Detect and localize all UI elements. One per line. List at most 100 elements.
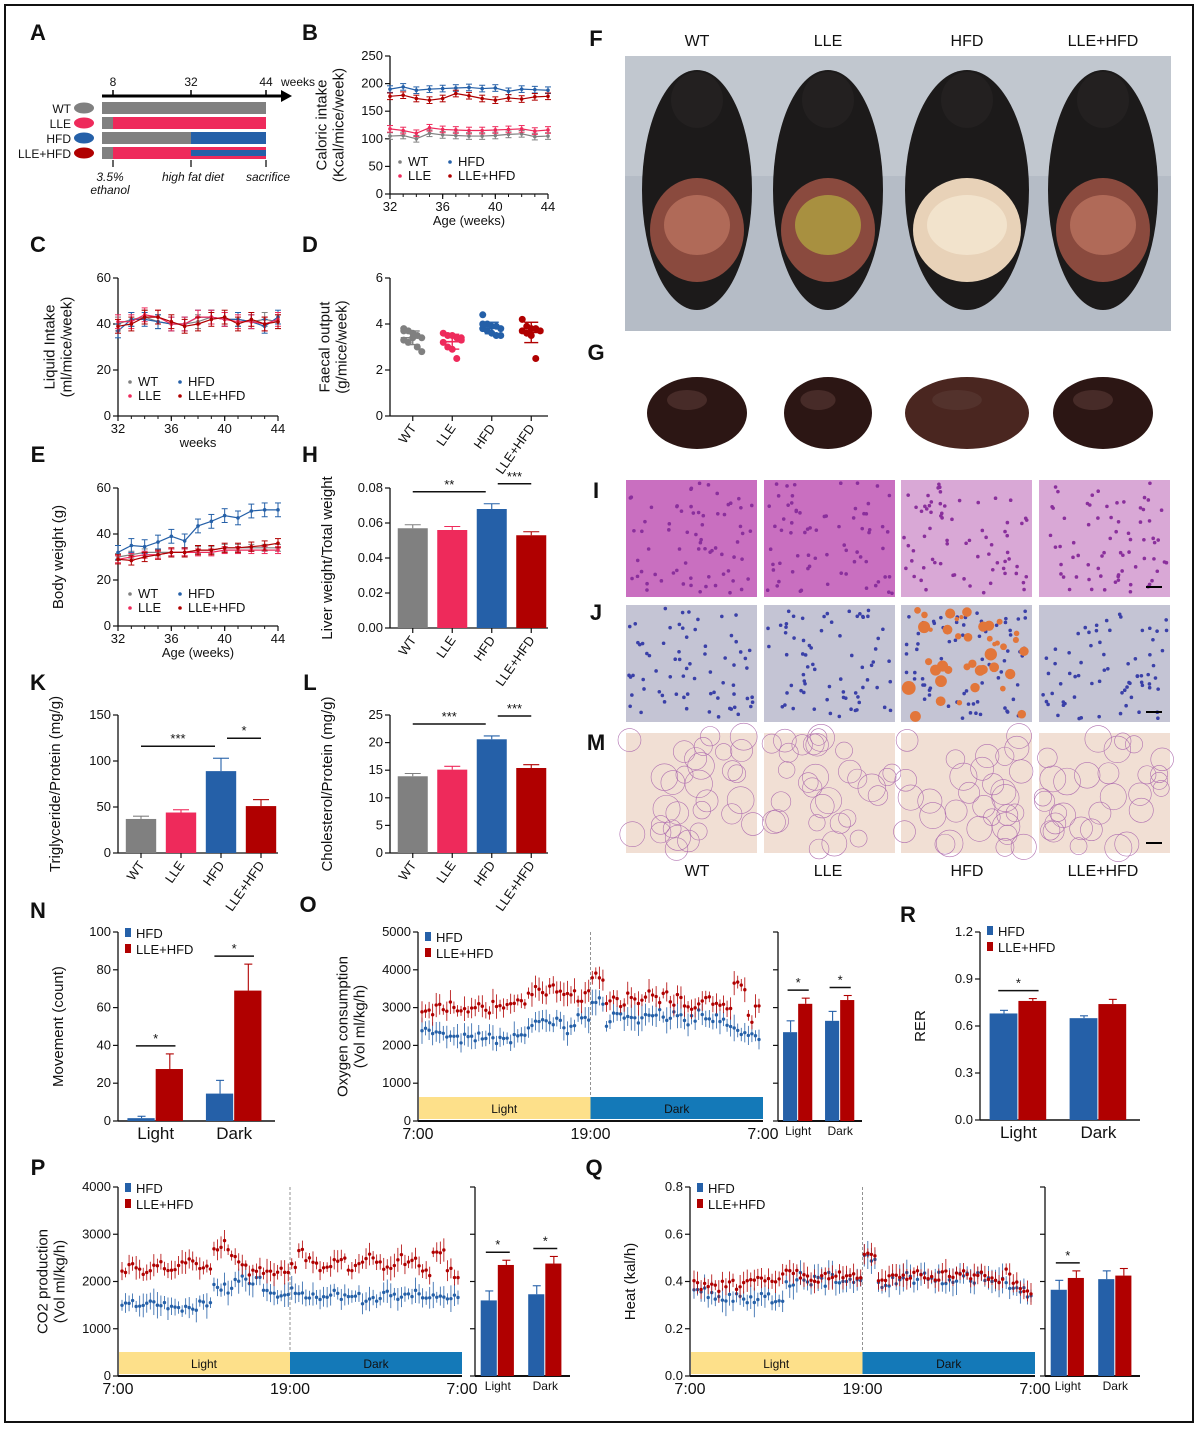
data-point — [727, 1292, 732, 1297]
timeline-bar-segment — [102, 102, 266, 114]
tile-background — [626, 733, 757, 853]
nucleus — [885, 530, 890, 534]
nucleus — [721, 572, 726, 576]
adipocyte — [991, 784, 1020, 813]
bar — [545, 1263, 562, 1376]
legend-label: HFD — [458, 154, 485, 169]
adipocyte — [1050, 802, 1076, 828]
nucleus — [806, 553, 811, 557]
y-tick-label: 0 — [104, 618, 111, 633]
y-tick-label: 200 — [361, 76, 383, 91]
data-point — [1004, 1267, 1008, 1271]
x-tick-label: Dark — [1103, 1379, 1129, 1393]
nucleus — [1152, 557, 1156, 561]
nucleus — [1072, 695, 1077, 699]
nucleus — [795, 553, 800, 558]
y-tick-label: 0.04 — [358, 550, 383, 565]
data-point — [484, 1036, 488, 1041]
nucleus — [1076, 673, 1081, 678]
nucleus — [750, 700, 755, 705]
data-point — [898, 1275, 902, 1280]
adipocyte — [838, 809, 857, 828]
column-label-bottom: HFD — [951, 863, 984, 880]
data-point — [562, 992, 566, 997]
bar — [528, 1294, 545, 1376]
data-point — [526, 991, 531, 995]
data-point — [728, 1006, 733, 1011]
data-point — [420, 1269, 425, 1273]
data-point — [519, 127, 524, 131]
panel-letter: N — [30, 898, 46, 923]
data-point — [579, 999, 584, 1003]
summary-inset-P: Light Dark* * — [470, 1186, 570, 1393]
nucleus — [677, 657, 682, 662]
nucleus — [978, 712, 983, 717]
data-point — [346, 1268, 351, 1272]
panel-letter: L — [303, 670, 316, 695]
data-point — [454, 128, 458, 132]
nucleus — [1104, 618, 1109, 623]
y-tick-label: 4 — [376, 316, 383, 331]
data-point — [182, 324, 187, 329]
nucleus — [927, 693, 932, 697]
nucleus — [980, 657, 985, 662]
legend-marker — [125, 1199, 131, 1208]
nucleus — [1001, 566, 1006, 571]
nucleus — [888, 679, 893, 684]
legend-marker — [697, 1199, 703, 1208]
lipid-droplet — [970, 682, 980, 693]
nucleus — [1102, 588, 1107, 592]
nucleus — [1151, 536, 1155, 541]
data-point — [401, 128, 405, 133]
data-point — [643, 1012, 648, 1017]
data-point — [983, 1273, 987, 1278]
data-point — [226, 1248, 230, 1252]
adipocyte — [944, 799, 968, 823]
nucleus — [732, 555, 736, 559]
adipocyte — [1099, 783, 1127, 811]
adipocyte — [1150, 765, 1169, 783]
nucleus — [916, 642, 920, 646]
data-point — [438, 1002, 442, 1007]
data-point — [979, 1270, 984, 1274]
data-point — [720, 1279, 725, 1283]
nucleus — [791, 614, 796, 619]
bar — [205, 1093, 234, 1121]
data-point — [166, 1268, 170, 1273]
adipocyte — [1097, 762, 1120, 785]
data-point — [536, 327, 544, 335]
adipocyte — [1150, 747, 1174, 772]
organs — [664, 195, 730, 255]
y-tick-label: 0.6 — [955, 1018, 973, 1033]
data-point — [237, 1279, 241, 1283]
data-point — [770, 1279, 774, 1284]
legend-label: LLE — [138, 388, 161, 403]
data-point — [679, 1013, 683, 1017]
nucleus — [684, 635, 689, 639]
nucleus — [811, 662, 815, 667]
data-point — [699, 1287, 703, 1292]
nucleus — [989, 542, 994, 547]
adipocyte — [996, 804, 1019, 826]
significance-label: * — [1065, 1248, 1070, 1263]
mouse-head — [1077, 72, 1129, 128]
nucleus — [980, 528, 985, 533]
data-point — [704, 1017, 708, 1021]
nucleus — [660, 693, 665, 698]
data-point — [240, 1274, 244, 1278]
data-point — [661, 1015, 665, 1019]
nucleus — [860, 526, 865, 531]
nucleus — [1108, 536, 1113, 541]
data-point — [414, 88, 419, 93]
data-point — [455, 1009, 460, 1013]
legend-marker — [448, 174, 452, 178]
nucleus — [1005, 649, 1010, 653]
nucleus — [1053, 647, 1058, 652]
nucleus — [639, 569, 644, 574]
nucleus — [1155, 569, 1160, 574]
nucleus — [975, 700, 980, 704]
legend-label: LLE+HFD — [136, 1197, 193, 1212]
y-tick-label: 60 — [97, 480, 111, 495]
data-point — [523, 1002, 527, 1006]
